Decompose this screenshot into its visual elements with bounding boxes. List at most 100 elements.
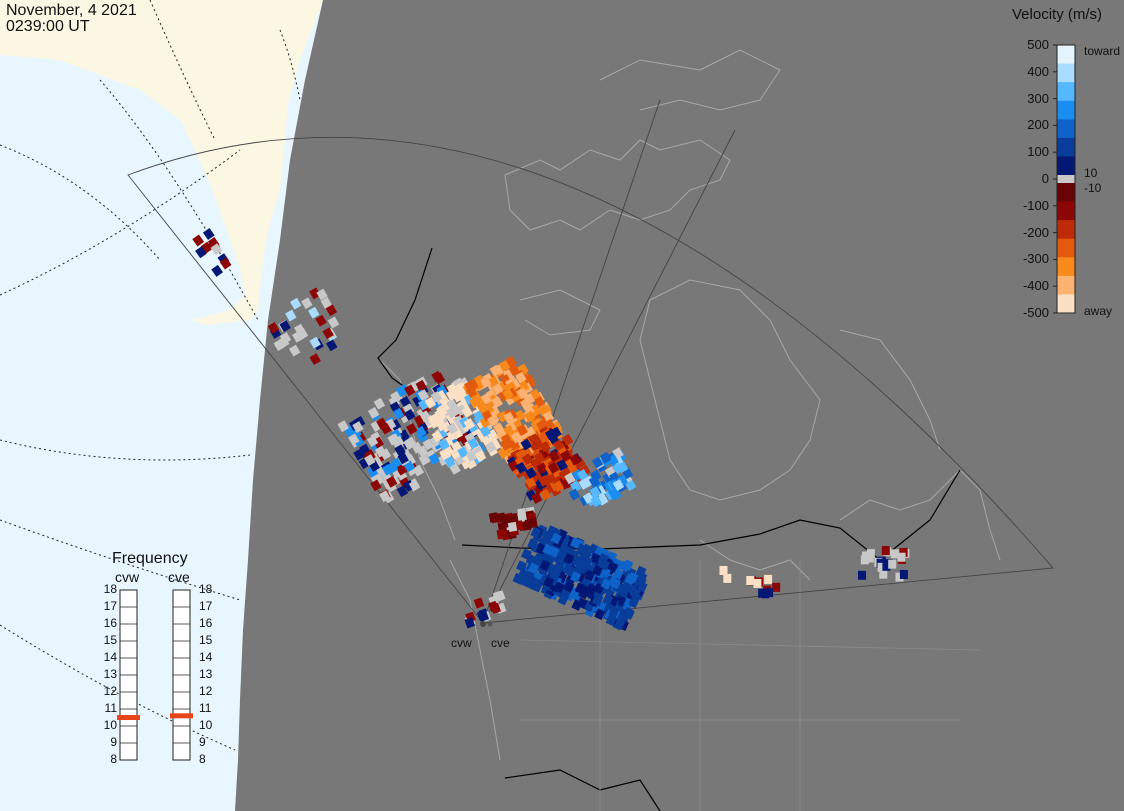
velocity-cell [758,588,767,598]
velocity-cell [403,438,415,450]
velocity-cell [489,364,502,377]
coastline-2 [839,329,941,451]
velocity-cell [480,376,492,389]
velocity-cell [723,573,732,583]
velocity-cell [765,588,774,598]
velocity-cell [627,572,639,584]
velocity-cell [544,428,557,441]
velocity-cell [510,431,523,444]
frequency-site-cvw: cvw [115,569,140,585]
velocity-cell [524,410,536,423]
velocity-cell [764,574,773,584]
velocity-cell [415,379,427,392]
velocity-cell [308,306,320,319]
fov-beam-edge-2 [482,129,736,624]
velocity-cell [497,521,508,533]
velocity-cell [584,587,596,599]
velocity-cell [552,439,565,452]
velocity-cell [431,430,444,443]
coastline-6 [699,539,811,581]
velocity-cell [527,538,539,550]
colorbar-tick-label: -500 [1022,305,1049,320]
velocity-cell [415,425,427,438]
velocity-cell [418,453,431,466]
colorbar-tick-label: -200 [1022,224,1049,240]
velocity-cell [289,297,302,310]
velocity-cell [563,581,575,593]
colorbar-toward-label: toward [1084,44,1121,58]
velocity-cell [599,566,611,579]
velocity-cell [591,456,604,469]
velocity-cell [503,411,515,424]
velocity-cell [753,578,762,588]
velocity-cell [568,488,581,501]
velocity-cell [412,464,425,477]
colorbar-segment-toward-6 [1057,156,1075,176]
velocity-cell [589,486,601,498]
velocity-cell [465,457,477,470]
velocity-cell [309,353,321,366]
velocity-cell [591,594,603,607]
velocity-cell [897,552,906,562]
velocity-cell [550,532,562,545]
velocity-cell [523,393,536,405]
velocity-cell [364,454,376,466]
velocity-cell [444,456,456,468]
velocity-cell [542,410,555,423]
velocity-cell [491,396,503,408]
velocity-cell [569,453,581,466]
cell-cluster [858,546,910,582]
lat-lon-gridlines [0,0,301,751]
velocity-cell [629,587,641,600]
velocity-cell [273,339,285,351]
state-line-0 [519,639,981,651]
frequency-scale-left-label: 17 [103,599,117,613]
frequency-scale-left-label: 10 [103,718,117,732]
colorbar-tick-label: 300 [1027,90,1049,106]
velocity-cell [292,330,304,343]
colorbar-segment-toward-4 [1057,119,1075,139]
colorbar-segment-toward-2 [1057,82,1075,102]
frequency-marker-cvw [117,715,140,720]
velocity-cell [582,492,595,505]
velocity-cell [619,560,631,573]
colorbar-plus10-label: 10 [1084,166,1098,180]
velocity-cell [608,488,620,500]
coastline-7 [379,359,456,541]
velocity-cell [327,316,340,329]
velocity-cell [279,320,291,332]
velocity-cell [527,562,539,575]
velocity-cell [366,435,379,448]
velocity-cell [498,359,511,372]
colorbar-segment-toward-1 [1057,63,1075,83]
velocity-cell [563,552,575,565]
velocity-cell [516,560,528,572]
velocity-cell [397,452,409,465]
colorbar-minus10-label: -10 [1084,181,1102,195]
velocity-cell [492,383,504,395]
velocity-cell [267,322,280,334]
velocity-cell [895,572,904,582]
velocity-cell [516,424,528,436]
velocity-cell [487,375,500,388]
velocity-cell [557,593,569,606]
radar-site-markers [480,621,493,627]
date-label: November, 4 2021 [6,2,137,19]
velocity-cell [576,543,588,555]
colorbar-tick-label: 0 [1041,171,1049,186]
velocity-cell [589,552,601,565]
velocity-cell [600,451,612,464]
velocity-cell [430,391,443,403]
velocity-cell [288,344,301,357]
velocity-cell [528,433,540,446]
gridline-5 [279,29,301,101]
velocity-cell [560,450,572,462]
colorbar-segment-away-3 [1057,238,1075,258]
velocity-cell [326,339,338,352]
velocity-cell [879,569,888,579]
velocity-cell [492,590,504,602]
velocity-cell [428,453,440,465]
velocity-cell [392,407,405,420]
velocity-cell [404,384,416,397]
velocity-cell [192,234,205,247]
